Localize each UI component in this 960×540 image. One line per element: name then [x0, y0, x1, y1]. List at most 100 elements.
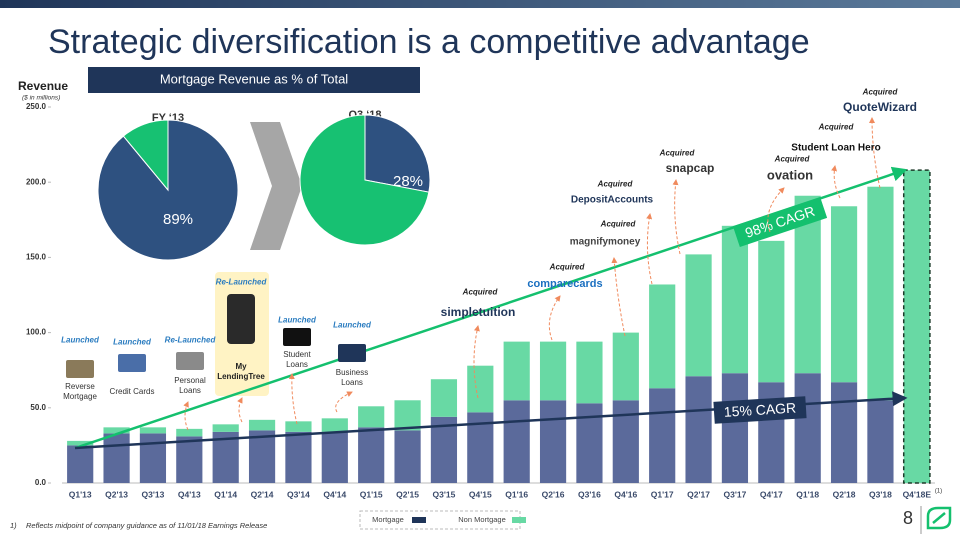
bar-segment	[321, 431, 348, 483]
bar-segment	[430, 379, 458, 417]
acquired-tag: Acquired	[659, 148, 695, 158]
x-tick-label: Q2'17	[687, 489, 710, 499]
x-tick-label: Q2'18	[833, 489, 856, 499]
y-tick-label: 0.0	[35, 478, 47, 487]
launch-icon	[283, 328, 311, 346]
launch-icon	[66, 360, 94, 378]
acquired-tag: Acquired	[862, 87, 898, 97]
category-note: (1)	[935, 489, 942, 495]
trend-label-box	[713, 396, 807, 424]
x-tick-label: Q1'15	[360, 489, 383, 499]
y-tick-label: 50.0	[30, 403, 46, 412]
launch-label: Reverse Mortgage	[63, 382, 97, 401]
arrow	[288, 373, 298, 425]
page-number: 8	[903, 508, 913, 528]
slide-title: Strategic diversification is a competiti…	[48, 23, 810, 61]
bar-segment	[685, 254, 712, 377]
acquired-tag: Acquired	[600, 219, 636, 229]
legend-label: Mortgage	[372, 515, 404, 524]
x-tick-label: Q4'15	[469, 489, 492, 499]
bar-segment	[649, 388, 676, 483]
bar-segment	[539, 341, 567, 401]
bar-segment	[830, 206, 858, 383]
trend-label-box	[732, 196, 828, 248]
acquired-logo: comparecards	[527, 278, 603, 290]
bar-segment	[394, 400, 421, 431]
bar-segment	[721, 225, 749, 374]
arrow	[672, 179, 681, 255]
launch-label: My LendingTree	[217, 362, 265, 381]
x-tick-label: Q1'18	[796, 489, 819, 499]
x-tick-label: Q4'18E	[903, 489, 932, 499]
launch-tag: Launched	[333, 320, 371, 330]
launch-icon	[118, 354, 146, 372]
legend-label: Non Mortgage	[458, 515, 506, 524]
x-tick-label: Q3'18	[869, 489, 892, 499]
x-tick-label: Q1'13	[69, 489, 92, 499]
launch-icon	[338, 344, 366, 362]
arrow	[548, 295, 561, 341]
x-tick-label: Q4'17	[760, 489, 783, 499]
y-tick-label: 250.0	[26, 102, 47, 111]
acquired-tag: Acquired	[549, 262, 585, 272]
bar-segment	[67, 440, 94, 446]
acquired-logo: QuoteWizard	[843, 100, 917, 114]
arrow	[237, 397, 243, 423]
x-tick-label: Q3'13	[142, 489, 165, 499]
banner-box	[88, 67, 420, 93]
bar-segment	[285, 421, 312, 432]
x-tick-label: Q4'14	[323, 489, 346, 499]
arrow	[335, 391, 353, 413]
bar-segment	[576, 341, 603, 404]
bar-segment	[321, 418, 348, 432]
banner-text: Mortgage Revenue as % of Total	[160, 71, 348, 86]
bar-segment	[248, 419, 276, 431]
top-band	[0, 0, 960, 8]
x-tick-label: Q4'13	[178, 489, 201, 499]
bar-segment	[649, 284, 676, 389]
bar-segment	[867, 186, 894, 401]
legend-swatch	[412, 517, 426, 523]
bar-segment	[358, 427, 385, 483]
acquired-tag: Acquired	[462, 287, 498, 297]
x-tick-label: Q4'16	[614, 489, 637, 499]
y-tick-label: 150.0	[26, 253, 47, 262]
x-tick-label: Q3'16	[578, 489, 601, 499]
acquired-logo: ovation	[766, 167, 814, 183]
launch-label: Business Loans	[335, 368, 369, 387]
arrow	[767, 187, 785, 233]
launch-icon	[227, 294, 255, 344]
footnote: Reflects midpoint of company guidance as…	[26, 521, 267, 530]
bar-segment	[830, 382, 858, 483]
launch-label: Personal Loans	[174, 376, 206, 395]
axis-subtitle: ($ in millions)	[22, 95, 60, 102]
acquired-logo: DepositAccounts	[570, 194, 654, 206]
acquired-tag: Acquired	[774, 154, 810, 164]
arrow	[869, 117, 881, 189]
bar-segment	[176, 428, 203, 437]
bar-segment	[503, 341, 530, 401]
launch-label: Credit Cards	[109, 387, 155, 396]
x-tick-label: Q2'14	[251, 489, 274, 499]
trend-label: 15% CAGR	[723, 400, 796, 420]
bar-segment	[358, 406, 385, 428]
x-tick-label: Q3'15	[433, 489, 456, 499]
y-tick-label: 200.0	[26, 177, 47, 186]
launch-tag: Re-Launched	[164, 335, 216, 345]
bar-segment	[758, 382, 785, 483]
bar-segment	[503, 400, 530, 483]
bar-segment	[103, 427, 130, 434]
x-tick-label: Q1'14	[214, 489, 237, 499]
x-tick-label: Q3'17	[724, 489, 747, 499]
logo-icon	[926, 506, 952, 530]
bar-segment	[467, 365, 494, 413]
x-tick-label: Q1'17	[651, 489, 674, 499]
bar-segment	[685, 376, 712, 483]
bar-segment	[902, 169, 931, 484]
bar-segment	[867, 400, 894, 483]
pie-slice	[364, 114, 431, 193]
bar-segment	[67, 445, 94, 483]
x-tick-label: Q2'13	[105, 489, 128, 499]
